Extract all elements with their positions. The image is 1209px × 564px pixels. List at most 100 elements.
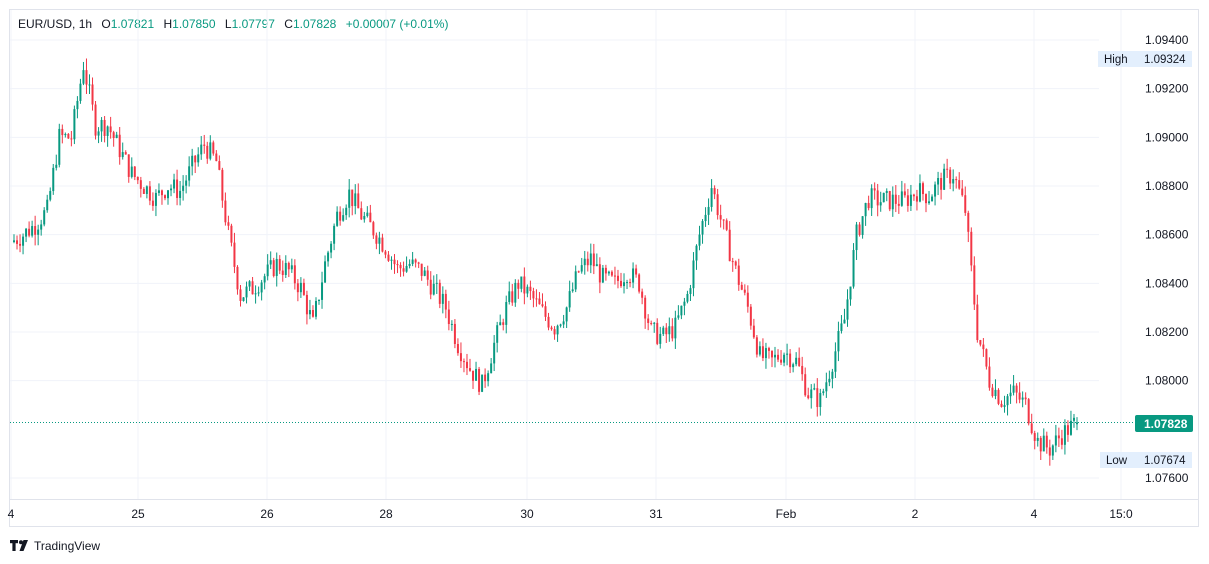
candle-body: [677, 315, 680, 318]
candle-body: [281, 270, 284, 275]
time-axis[interactable]: 4 25 26 28 30 31 Feb 2 4 15:0: [8, 507, 1133, 521]
candle-body: [1006, 396, 1009, 406]
candle-body: [752, 325, 755, 338]
candle-body: [1003, 405, 1006, 407]
candle-body: [293, 265, 296, 284]
candle-body: [469, 368, 472, 371]
price-axis[interactable]: 1.09400 1.09200 1.09000 1.08800 1.08600 1.084…: [1145, 33, 1189, 485]
x-tick-label: 30: [520, 507, 534, 521]
candle-body: [444, 293, 447, 310]
candle-body: [167, 190, 170, 199]
candle-body: [490, 363, 493, 374]
candle-body: [478, 368, 481, 392]
candle-body: [417, 262, 420, 264]
candle-body: [764, 348, 767, 359]
y-tick-label: 1.07600: [1145, 471, 1189, 485]
candle-body: [831, 371, 834, 379]
candle-body: [598, 264, 601, 283]
candle-body: [912, 194, 915, 197]
candle-body: [227, 222, 230, 226]
candle-body: [644, 297, 647, 319]
candle-body: [613, 275, 616, 277]
x-tick-label: 15:0: [1109, 507, 1133, 521]
candle-body: [354, 193, 357, 207]
candle-body: [737, 265, 740, 285]
candle-body: [170, 188, 173, 191]
candle-body: [849, 286, 852, 300]
candle-body: [755, 337, 758, 355]
candle-body: [139, 180, 142, 189]
candle-body: [822, 391, 825, 394]
candle-body: [991, 387, 994, 397]
low-marker-value: 1.07674: [1144, 455, 1186, 467]
open-value: 1.07821: [110, 17, 155, 31]
high-value: 1.07850: [172, 17, 216, 31]
candle-body: [46, 199, 49, 211]
candle-body: [698, 234, 701, 246]
symbol-interval[interactable]: EUR/USD, 1h: [18, 17, 93, 31]
candle-body: [743, 289, 746, 293]
x-tick-label: 31: [649, 507, 663, 521]
candle-body: [363, 215, 366, 220]
candle-body: [1015, 385, 1018, 393]
time-axis-strip[interactable]: [9, 499, 1199, 527]
candle-body: [130, 166, 133, 177]
candle-body: [749, 306, 752, 326]
candle-body: [405, 265, 408, 272]
candle-body: [767, 348, 770, 351]
candle-body: [855, 224, 858, 251]
candle-body: [121, 152, 124, 158]
low-value: 1.07797: [231, 17, 275, 31]
candle-body: [553, 329, 556, 335]
candle-body: [91, 84, 94, 105]
candle-body: [499, 322, 502, 326]
candle-body: [387, 254, 390, 261]
candle-body: [100, 119, 103, 132]
chart-frame: [9, 9, 1199, 499]
candle-body: [496, 325, 499, 343]
candle-body: [28, 228, 31, 236]
candle-body: [891, 194, 894, 210]
candle-body: [550, 327, 553, 330]
candle-body: [1009, 392, 1012, 397]
candle-body: [523, 276, 526, 294]
candle-body: [465, 361, 468, 369]
candle-body: [236, 266, 239, 290]
candle-body: [577, 271, 580, 273]
candle-body: [632, 268, 635, 283]
candle-body: [502, 322, 505, 325]
candle-body: [619, 280, 622, 287]
candle-body: [586, 258, 589, 266]
low-label: L: [224, 17, 232, 31]
tradingview-logo[interactable]: TradingView: [10, 539, 100, 553]
candle-body: [25, 228, 28, 237]
candle-body: [61, 128, 64, 136]
candle-body: [864, 202, 867, 217]
candle-body: [547, 316, 550, 328]
candle-body: [321, 282, 324, 300]
candle-body: [867, 202, 870, 209]
candle-body: [73, 109, 76, 140]
x-tick-label: 2: [912, 507, 919, 521]
candle-body: [1069, 420, 1072, 435]
candle-body: [937, 178, 940, 185]
candle-body: [565, 307, 568, 322]
candle-body: [447, 309, 450, 325]
candle-body: [774, 354, 777, 358]
candle-body: [369, 212, 372, 223]
candle-body: [248, 281, 251, 287]
candle-body: [716, 194, 719, 216]
candle-body: [680, 305, 683, 316]
candle-body: [508, 291, 511, 303]
candle-body: [269, 260, 272, 265]
candle-body: [324, 261, 327, 283]
candle-body: [801, 365, 804, 375]
candle-body: [221, 169, 224, 201]
candle-body: [562, 321, 565, 325]
candle-body: [188, 166, 191, 181]
candle-body: [157, 190, 160, 193]
candle-body: [426, 270, 429, 280]
candle-body: [390, 259, 393, 261]
candle-body: [961, 188, 964, 196]
